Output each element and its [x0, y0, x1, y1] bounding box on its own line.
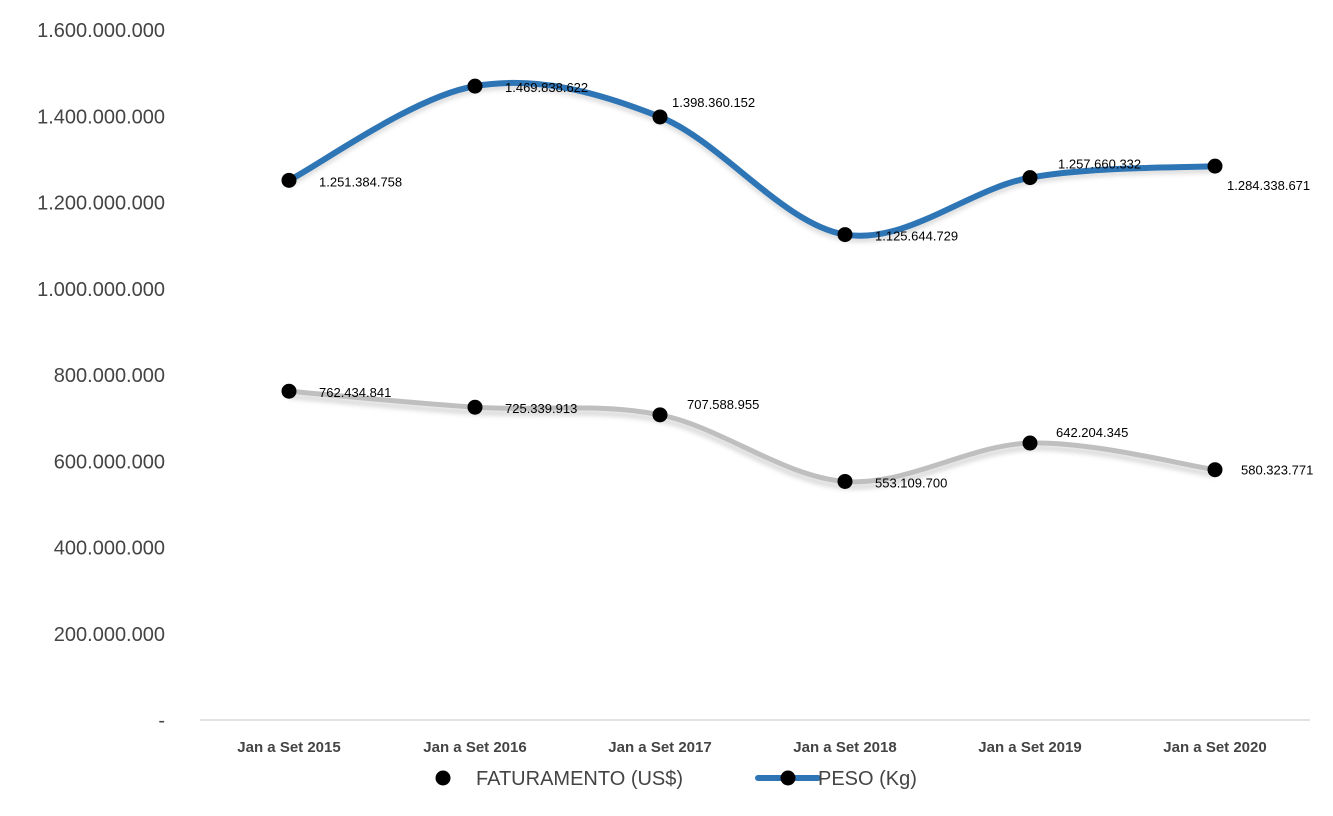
data-label: 1.398.360.152 — [672, 95, 755, 110]
x-tick-label: Jan a Set 2019 — [978, 739, 1081, 756]
x-axis: Jan a Set 2015 Jan a Set 2016 Jan a Set 20… — [237, 739, 1266, 756]
data-label: 762.434.841 — [319, 385, 391, 400]
data-point — [837, 473, 853, 489]
data-label: 1.469.838.622 — [505, 80, 588, 95]
data-label: 1.257.660.332 — [1058, 157, 1141, 172]
x-tick-label: Jan a Set 2015 — [237, 739, 340, 756]
data-label: 707.588.955 — [687, 397, 759, 412]
data-point — [1022, 435, 1038, 451]
y-tick-label: 800.000.000 — [54, 365, 165, 387]
x-tick-label: Jan a Set 2020 — [1163, 739, 1266, 756]
data-point — [1207, 462, 1223, 478]
y-tick-label: 1.400.000.000 — [37, 106, 165, 128]
y-tick-label: 400.000.000 — [54, 538, 165, 560]
data-point — [467, 78, 483, 94]
series-line — [286, 79, 1218, 239]
y-tick-label: 600.000.000 — [54, 451, 165, 473]
data-point — [1207, 158, 1223, 174]
y-tick-label: - — [158, 710, 165, 732]
series-layer: 1.251.384.758 1.469.838.622 1.398.360.152 1… — [281, 78, 1313, 490]
legend-label: PESO (Kg) — [818, 768, 917, 790]
data-label: 1.284.338.671 — [1227, 178, 1310, 193]
data-point — [281, 383, 297, 399]
x-tick-label: Jan a Set 2016 — [423, 739, 526, 756]
data-point — [652, 407, 668, 423]
data-point — [837, 227, 853, 243]
data-point — [1022, 170, 1038, 186]
data-label: 553.109.700 — [875, 475, 947, 490]
y-tick-label: 1.200.000.000 — [37, 193, 165, 215]
legend-marker — [435, 770, 451, 786]
data-label: 1.125.644.729 — [875, 229, 958, 244]
legend-marker — [780, 770, 796, 786]
data-label: 1.251.384.758 — [319, 174, 402, 189]
y-tick-label: 1.600.000.000 — [37, 20, 165, 42]
x-tick-label: Jan a Set 2018 — [793, 739, 896, 756]
data-label: 725.339.913 — [505, 401, 577, 416]
data-point — [281, 172, 297, 188]
data-point — [652, 109, 668, 125]
data-point — [467, 399, 483, 415]
data-label: 580.323.771 — [1241, 463, 1313, 478]
legend-label: FATURAMENTO (US$) — [476, 768, 683, 790]
series-line-shadow — [288, 393, 1216, 490]
series-line — [286, 388, 1218, 485]
x-tick-label: Jan a Set 2017 — [608, 739, 711, 756]
y-axis: - 200.000.000 400.000.000 600.000.000 800.00… — [37, 20, 165, 732]
y-tick-label: 200.000.000 — [54, 624, 165, 646]
series-line-shadow — [287, 84, 1216, 243]
y-tick-label: 1.000.000.000 — [37, 279, 165, 301]
legend: FATURAMENTO (US$) PESO (Kg) — [435, 768, 917, 790]
data-label: 642.204.345 — [1056, 425, 1128, 440]
